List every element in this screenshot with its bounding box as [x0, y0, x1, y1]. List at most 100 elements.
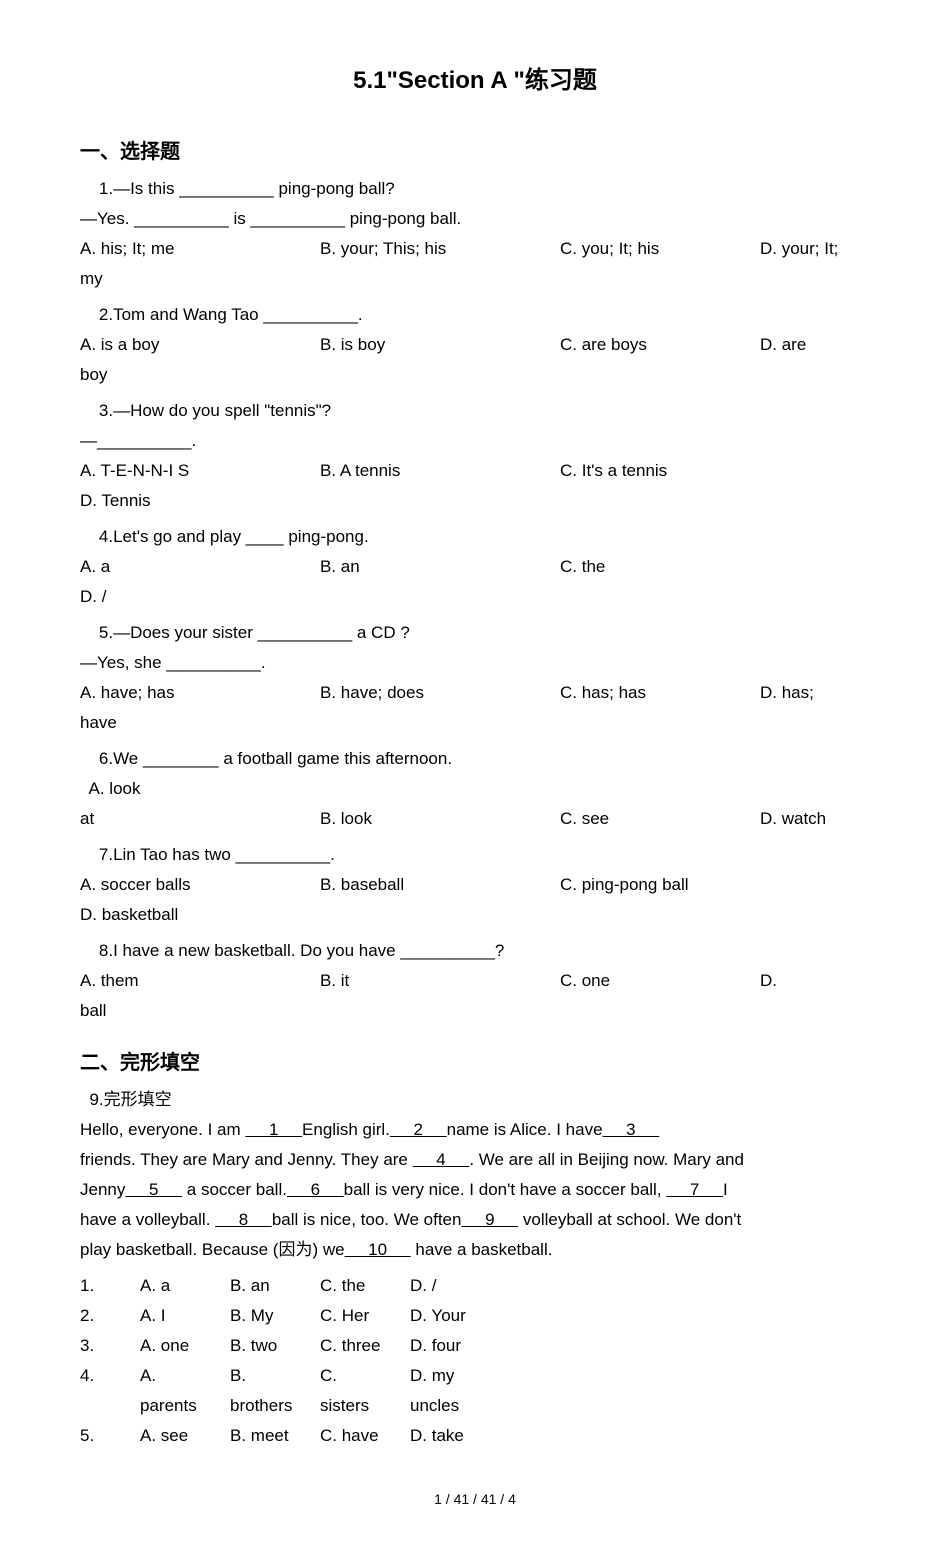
q3-opt-a: A. T-E-N-N-I S [80, 456, 320, 486]
cloze-opt-b: B. two [230, 1331, 320, 1361]
q7-wrap: D. basketball [80, 900, 870, 930]
q3-opt-c: C. It's a tennis [560, 456, 760, 486]
page-root: 5.1"Section A "练习题 一、选择题 1.—Is this ____… [0, 0, 950, 1547]
cloze-opt-b: brothers [230, 1391, 320, 1421]
cloze-p6: a soccer ball. [182, 1180, 287, 1199]
cloze-p1: English girl. [302, 1120, 390, 1139]
question-1: 1.—Is this __________ ping-pong ball? —Y… [80, 174, 870, 294]
cloze-opt-d: D. take [410, 1421, 500, 1451]
cloze-opt-num: 4. [80, 1361, 140, 1391]
q2-options: A. is a boy B. is boy C. are boys D. are [80, 330, 870, 360]
cloze-opt-a: A. see [140, 1421, 230, 1451]
q1-opt-a: A. his; It; me [80, 234, 320, 264]
q4-opt-c: C. the [560, 552, 760, 582]
cloze-blank-10: 10 [345, 1240, 411, 1259]
cloze-opt-d: D. / [410, 1271, 500, 1301]
q3-opt-d [760, 456, 870, 486]
q4-opt-d [760, 552, 870, 582]
page-footer: 1 / 41 / 41 / 4 [80, 1491, 870, 1507]
cloze-options: 1. A. a B. an C. the D. / 2. A. I B. My … [80, 1271, 870, 1451]
cloze-p4: . We are all in Beijing now. Mary and [469, 1150, 744, 1169]
q2-wrap: boy [80, 360, 870, 390]
cloze-opt-a: A. [140, 1361, 230, 1391]
cloze-opt-c: sisters [320, 1391, 410, 1421]
q6-opt-a: A. look [80, 774, 870, 804]
q8-opt-d: D. [760, 966, 870, 996]
cloze-opt-c: C. three [320, 1331, 410, 1361]
cloze-pre: Hello, everyone. I am [80, 1120, 245, 1139]
q1-wrap: my [80, 264, 870, 294]
cloze-blank-9: 9 [461, 1210, 518, 1229]
cloze-opt-b: B. meet [230, 1421, 320, 1451]
cloze-p13: have a basketball. [411, 1240, 553, 1259]
cloze-opt-a: A. a [140, 1271, 230, 1301]
q5-stem-a: 5.—Does your sister __________ a CD ? [80, 618, 870, 648]
question-8: 8.I have a new basketball. Do you have _… [80, 936, 870, 1026]
q4-options: A. a B. an C. the [80, 552, 870, 582]
cloze-opt-row: 4. A. B. C. D. my [80, 1361, 870, 1391]
cloze-opt-b: B. My [230, 1301, 320, 1331]
cloze-opt-c: C. the [320, 1271, 410, 1301]
cloze-opt-d: uncles [410, 1391, 500, 1421]
q8-wrap: ball [80, 996, 870, 1026]
cloze-p5: Jenny [80, 1180, 125, 1199]
q2-opt-c: C. are boys [560, 330, 760, 360]
question-6: 6.We ________ a football game this after… [80, 744, 870, 834]
cloze-passage: Hello, everyone. I am 1 English girl. 2 … [80, 1115, 870, 1265]
cloze-opt-row: parents brothers sisters uncles [80, 1391, 870, 1421]
cloze-number: 9.完形填空 [80, 1085, 870, 1115]
q4-opt-a: A. a [80, 552, 320, 582]
section-2-heading: 二、完形填空 [80, 1046, 870, 1075]
cloze-p2: name is Alice. I have [447, 1120, 603, 1139]
cloze-blank-5: 5 [125, 1180, 182, 1199]
q5-options: A. have; has B. have; does C. has; has D… [80, 678, 870, 708]
q6-opt-b: B. look [320, 804, 560, 834]
cloze-opt-num [80, 1391, 140, 1421]
question-3: 3.—How do you spell "tennis"? —_________… [80, 396, 870, 516]
cloze-blank-3: 3 [603, 1120, 660, 1139]
q5-opt-d: D. has; [760, 678, 870, 708]
q6-opt-c: C. see [560, 804, 760, 834]
question-5: 5.—Does your sister __________ a CD ? —Y… [80, 618, 870, 738]
q5-stem-b: —Yes, she __________. [80, 648, 870, 678]
section-1-heading: 一、选择题 [80, 135, 870, 164]
cloze-p7: ball is very nice. I don't have a soccer… [344, 1180, 667, 1199]
cloze-p10: ball is nice, too. We often [272, 1210, 462, 1229]
q5-opt-b: B. have; does [320, 678, 560, 708]
cloze-opt-b: B. [230, 1361, 320, 1391]
q7-opt-d [760, 870, 870, 900]
cloze-blank-2: 2 [390, 1120, 447, 1139]
cloze-p12: play basketball. Because (因为) we [80, 1240, 345, 1259]
cloze-opt-num: 2. [80, 1301, 140, 1331]
cloze-opt-c: C. Her [320, 1301, 410, 1331]
q1-opt-c: C. you; It; his [560, 234, 760, 264]
question-7: 7.Lin Tao has two __________. A. soccer … [80, 840, 870, 930]
cloze-blank-4: 4 [413, 1150, 470, 1169]
q8-stem: 8.I have a new basketball. Do you have _… [80, 936, 870, 966]
q5-opt-a: A. have; has [80, 678, 320, 708]
page-title: 5.1"Section A "练习题 [80, 60, 870, 95]
cloze-opt-a: A. one [140, 1331, 230, 1361]
q5-wrap: have [80, 708, 870, 738]
q6-wrap-at: at [80, 804, 320, 834]
q1-stem-b: —Yes. __________ is __________ ping-pong… [80, 204, 870, 234]
cloze-blank-8: 8 [215, 1210, 272, 1229]
q3-options: A. T-E-N-N-I S B. A tennis C. It's a ten… [80, 456, 870, 486]
q6-opt-d: D. watch [760, 804, 870, 834]
q8-opt-c: C. one [560, 966, 760, 996]
cloze-blank-6: 6 [287, 1180, 344, 1199]
q2-opt-b: B. is boy [320, 330, 560, 360]
q1-options: A. his; It; me B. your; This; his C. you… [80, 234, 870, 264]
q3-stem-b: —__________. [80, 426, 870, 456]
cloze-p8: I [723, 1180, 728, 1199]
q2-opt-a: A. is a boy [80, 330, 320, 360]
q1-opt-d: D. your; It; [760, 234, 870, 264]
q1-stem-a: 1.—Is this __________ ping-pong ball? [80, 174, 870, 204]
cloze-opt-c: C. [320, 1361, 410, 1391]
q7-stem: 7.Lin Tao has two __________. [80, 840, 870, 870]
q3-wrap: D. Tennis [80, 486, 870, 516]
cloze-opt-num: 5. [80, 1421, 140, 1451]
q5-opt-c: C. has; has [560, 678, 760, 708]
cloze-opt-row: 1. A. a B. an C. the D. / [80, 1271, 870, 1301]
q4-opt-b: B. an [320, 552, 560, 582]
